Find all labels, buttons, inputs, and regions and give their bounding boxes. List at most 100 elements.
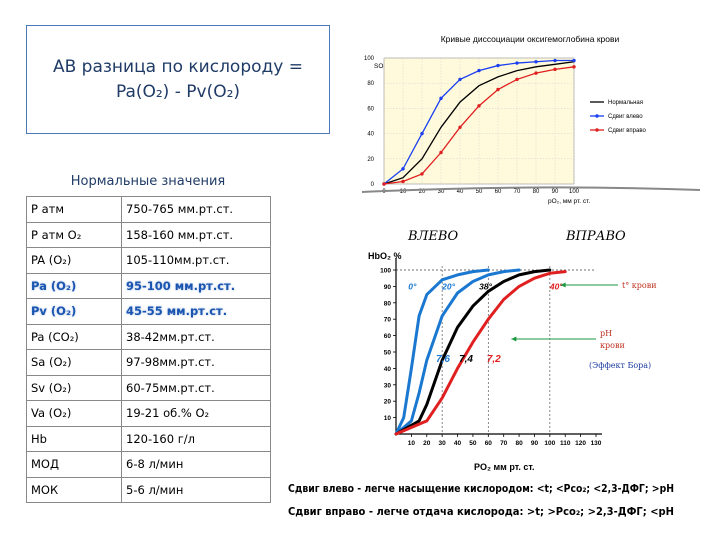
- param-name: Hb: [26, 425, 122, 452]
- footer-line-1: Сдвиг влево - легче насыщение кислородом…: [288, 483, 674, 495]
- series-point: [382, 182, 386, 186]
- series-point: [515, 77, 519, 82]
- temp-caption: t° крови: [622, 281, 657, 290]
- x-tick-label: 10: [400, 189, 407, 195]
- x-tick-label: 130: [591, 440, 602, 447]
- normals-row: Va (O₂) 19-21 об.% O₂: [26, 400, 271, 427]
- series-point: [515, 61, 519, 65]
- av-difference-title: АВ разница по кислороду = Pa(O₂) - Pv(O₂…: [26, 25, 330, 134]
- ph-label: 7,6: [436, 354, 450, 365]
- normals-row: Sa (O₂) 97-98мм.рт.ст.: [26, 349, 271, 376]
- footer-line-2: Сдвиг вправо - легче отдача кислорода: >…: [288, 506, 674, 518]
- x-tick-label: 90: [552, 189, 559, 195]
- legend-marker: [595, 128, 599, 132]
- temperature-label: 38°: [479, 282, 492, 292]
- normals-row: Sv (O₂) 60-75мм.рт.ст.: [26, 374, 271, 401]
- series-line: [383, 61, 575, 185]
- series-point: [477, 68, 481, 73]
- y-tick-label: 60: [384, 333, 392, 340]
- x-tick-label: 90: [531, 440, 539, 447]
- series-line: [394, 268, 521, 436]
- param-name: МОК: [26, 476, 122, 503]
- legend-label: Нормальная: [608, 100, 643, 106]
- series-point: [572, 65, 576, 69]
- temp-arrowhead: [560, 282, 566, 288]
- series-point: [572, 58, 576, 63]
- y-tick-label: 80: [367, 81, 374, 87]
- x-tick-label: 10: [408, 440, 416, 447]
- series-point: [458, 125, 462, 129]
- title-line-1: АВ разница по кислороду =: [52, 56, 303, 77]
- x-tick-label: 100: [544, 440, 555, 447]
- title-line-2: Pa(O₂) - Pv(O₂): [115, 81, 241, 102]
- normals-row: Pa (O₂) 95-100 мм.рт.ст.: [26, 272, 271, 299]
- normals-row: МОД 6-8 л/мин: [26, 451, 271, 478]
- y-tick-label: 80: [384, 300, 392, 307]
- param-value: 97-98мм.рт.ст.: [121, 349, 271, 376]
- x-tick-label: 50: [476, 189, 483, 195]
- param-name: Pv (O₂): [26, 298, 122, 325]
- ph-caption: pH: [600, 329, 612, 338]
- series-line: [394, 268, 552, 436]
- temperature-label: 40°: [549, 282, 563, 292]
- normals-row: P атм 750-765 мм.рт.ст.: [26, 196, 271, 223]
- param-name: Pa (CO₂): [26, 323, 122, 350]
- legend-label: Сдвиг вправо: [608, 128, 646, 134]
- series-point: [401, 167, 405, 171]
- ph-caption: крови: [600, 341, 625, 350]
- normals-row: Pa (CO₂) 38-42мм.рт.ст.: [26, 323, 271, 350]
- series-point: [477, 104, 481, 108]
- x-axis-label-2: PO₂ мм рт. ст.: [474, 462, 534, 472]
- normals-heading: Нормальные значения: [70, 174, 226, 189]
- param-value: 45-55 мм.рт.ст.: [121, 298, 271, 325]
- shift-left-heading: ВЛЕВО: [407, 229, 458, 244]
- normals-row: PA (O₂) 105-110мм.рт.ст.: [26, 247, 271, 274]
- param-value: 6-8 л/мин: [121, 451, 271, 478]
- series-point: [439, 96, 443, 101]
- param-name: P атм O₂: [26, 221, 122, 248]
- series-point: [420, 131, 424, 136]
- param-value: 60-75мм.рт.ст.: [121, 374, 271, 401]
- param-value: 95-100 мм.рт.ст.: [121, 272, 271, 299]
- y-tick-label: 60: [367, 106, 374, 112]
- y-tick-label: 100: [364, 56, 375, 62]
- x-tick-label: 40: [457, 189, 464, 195]
- param-name: P атм: [26, 196, 122, 223]
- chart-divider: [362, 186, 701, 193]
- x-tick-label: 30: [438, 189, 445, 195]
- series-point: [496, 87, 500, 92]
- param-value: 105-110мм.рт.ст.: [121, 247, 271, 274]
- param-value: 120-160 г/л: [121, 425, 271, 452]
- x-tick-label: 60: [485, 440, 493, 447]
- normals-row: МОК 5-6 л/мин: [26, 476, 271, 503]
- x-tick-label: 100: [569, 189, 580, 195]
- x-tick-label: 20: [419, 189, 426, 195]
- y-tick-label: 50: [384, 350, 392, 357]
- y-tick-label: 20: [384, 399, 392, 406]
- y-tick-label: 40: [367, 132, 374, 138]
- legend-marker: [595, 114, 599, 118]
- y-tick-label: 20: [367, 157, 374, 163]
- y-tick-label: 90: [384, 284, 392, 291]
- temperature-label: 20°: [441, 282, 455, 292]
- x-tick-label: 30: [439, 440, 447, 447]
- param-value: 158-160 мм.рт.ст.: [121, 221, 271, 248]
- series-point: [458, 77, 462, 82]
- temperature-ph-chart: ВЛЕВО ВПРАВО HbO₂ % PO₂ мм рт. ст. 10 20 3…: [368, 229, 657, 472]
- param-name: PA (O₂): [26, 247, 122, 274]
- param-value: 750-765 мм.рт.ст.: [121, 196, 271, 223]
- x-tick-label: 50: [469, 440, 477, 447]
- ph-label: 7,2: [487, 354, 501, 365]
- x-tick-label: 20: [423, 440, 431, 447]
- normals-row: P атм O₂ 158-160 мм.рт.ст.: [26, 221, 271, 248]
- chart-title: Кривые диссоциации оксигемоглобина крови: [441, 34, 620, 44]
- ph-label: 7,4: [459, 354, 473, 365]
- legend-label: Сдвиг влево: [608, 114, 643, 120]
- series-point: [553, 58, 557, 63]
- series-line: [394, 270, 567, 436]
- param-name: Va (O₂): [26, 400, 122, 427]
- x-tick-label: 80: [533, 189, 540, 195]
- y-tick-label: 70: [384, 317, 392, 324]
- x-tick-label: 120: [575, 440, 586, 447]
- param-value: 19-21 об.% O₂: [121, 400, 271, 427]
